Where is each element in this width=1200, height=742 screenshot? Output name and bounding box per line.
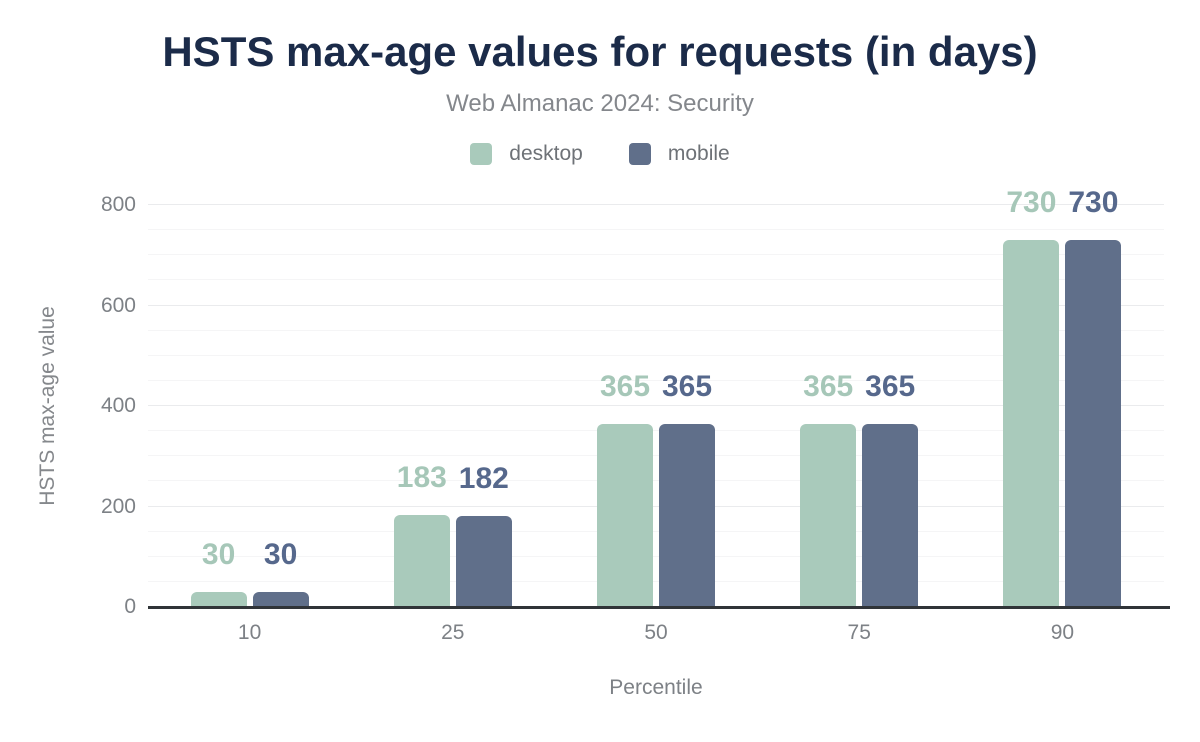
bar-desktop-p75[interactable]: 365 [800,371,857,607]
legend-label-mobile: mobile [667,142,730,165]
bar-desktop-p90[interactable]: 730 [1003,188,1060,607]
gridline-400 [148,405,1164,406]
bar-group-p50: 365 365 50 [554,205,757,644]
gridline-700 [148,254,1164,256]
bar-pair-p90: 730 730 [961,188,1164,607]
y-axis-ticks: 0 200 400 600 800 [0,193,136,618]
gridline-250 [148,480,1164,482]
value-label-mobile-p50: 365 [661,369,713,403]
y-tick-400: 400 [100,394,136,417]
chart-title: HSTS max-age values for requests (in day… [162,28,1038,75]
x-axis-line [148,606,1170,609]
bar-group-p10: 30 30 10 [148,205,351,644]
x-tick-25: 25 [441,621,465,644]
gridline-800 [148,204,1164,205]
gridline-350 [148,430,1164,432]
value-label-desktop-p25: 183 [396,461,447,494]
legend-item-desktop[interactable]: desktop [470,142,583,166]
chart-subtitle: Web Almanac 2024: Security [446,90,754,117]
legend-label-desktop: desktop [509,142,583,165]
gridline-600 [148,304,1164,306]
bar-groups: 30 30 10 183 182 25 365 365 50 365 365 75 730 730 90 [148,188,1164,644]
value-label-mobile-p90: 730 [1068,186,1119,220]
bar-pair-p50: 365 365 [554,371,757,607]
bar-pair-p75: 365 365 [758,371,961,607]
gridline-50 [148,580,1164,582]
bar-desktop-p50[interactable]: 365 [597,371,653,607]
y-tick-600: 600 [100,293,136,317]
bar-mobile-p10[interactable]: 30 [252,539,309,607]
legend-swatch-desktop [470,143,493,165]
x-tick-90: 90 [1050,621,1075,644]
value-label-mobile-p10: 30 [263,537,298,571]
gridline-550 [148,329,1164,331]
gridline-100 [148,555,1164,557]
gridline-150 [148,530,1164,532]
x-tick-50: 50 [644,621,668,644]
x-axis-title: Percentile [609,676,703,699]
bar-pair-p25: 183 182 [351,463,554,607]
y-tick-800: 800 [100,193,136,216]
value-label-mobile-p75: 365 [865,369,916,403]
value-label-desktop-p50: 365 [599,369,651,403]
bar-desktop-p25[interactable]: 183 [393,463,450,607]
x-tick-10: 10 [237,621,262,644]
y-tick-0: 0 [124,595,136,618]
bar-group-p90: 730 730 90 [961,188,1164,644]
bar-desktop-p10[interactable]: 30 [190,539,247,607]
bar-mobile-p90[interactable]: 730 [1065,188,1122,607]
value-label-desktop-p90: 730 [1006,186,1057,220]
bar-mobile-p25[interactable]: 182 [455,463,512,607]
gridline-750 [148,229,1164,231]
gridline-650 [148,279,1164,281]
bar-group-p75: 365 365 75 [758,205,961,644]
gridline-500 [148,354,1164,356]
value-label-desktop-p10: 30 [201,537,236,571]
bar-group-p25: 183 182 25 [351,205,554,644]
gridline-300 [148,455,1164,457]
bar-mobile-p50[interactable]: 365 [659,371,715,607]
legend-item-mobile[interactable]: mobile [628,142,730,166]
plot-area: 30 30 10 183 182 25 365 365 50 365 365 75 730 730 90 [148,188,1170,644]
value-label-desktop-p75: 365 [803,369,854,403]
legend-swatch-mobile [628,143,651,165]
y-tick-200: 200 [100,494,136,518]
value-label-mobile-p25: 182 [458,461,509,495]
bar-pair-p10: 30 30 [148,539,351,607]
gridline-450 [148,379,1164,381]
legend: desktop mobile [0,142,1200,166]
x-tick-75: 75 [847,621,871,644]
bar-mobile-p75[interactable]: 365 [862,371,919,607]
gridline-200 [148,505,1164,507]
